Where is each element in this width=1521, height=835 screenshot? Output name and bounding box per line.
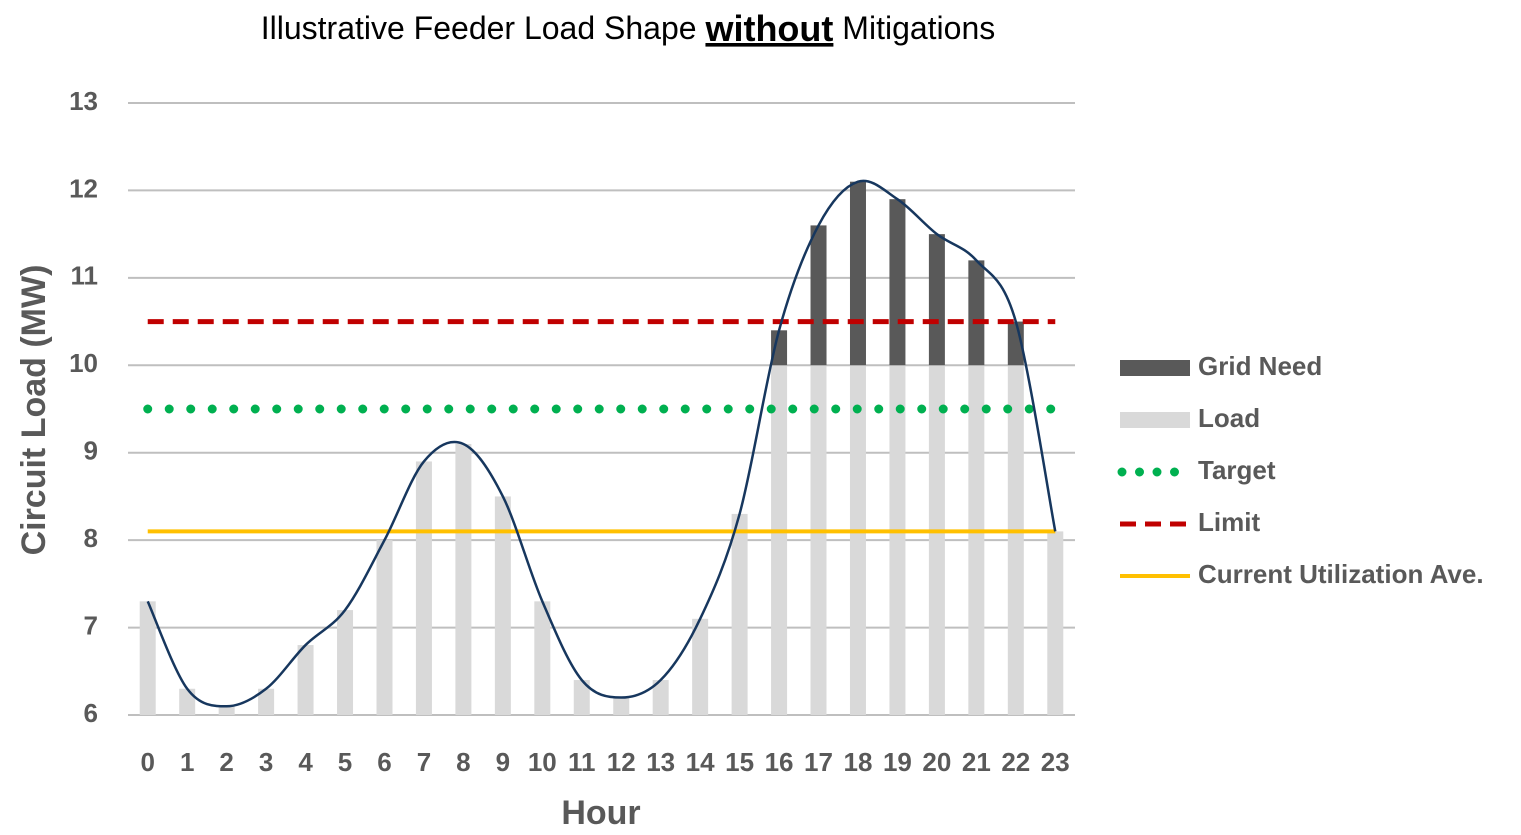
legend-label: Grid Need: [1198, 351, 1322, 381]
x-tick-label: 0: [140, 747, 154, 777]
legend-swatch: [1120, 412, 1190, 428]
y-tick-label: 11: [71, 261, 99, 291]
x-axis-label: Hour: [561, 794, 640, 832]
bar: [731, 513, 748, 715]
legend-swatch: [1120, 360, 1190, 376]
title-part: Illustrative Feeder Load Shape: [261, 10, 697, 46]
title-emphasis: without: [704, 8, 833, 49]
load-curve: [146, 179, 1057, 708]
bar: [652, 680, 669, 715]
bar: [534, 601, 551, 715]
x-tick-label: 5: [338, 747, 352, 777]
bar: [771, 365, 788, 715]
bar: [258, 688, 275, 715]
bar: [218, 706, 235, 715]
y-tick-label: 6: [84, 698, 98, 728]
title-part: Mitigations: [842, 10, 995, 46]
bar: [849, 365, 866, 715]
bar: [494, 496, 511, 715]
x-tick-label: 19: [883, 747, 912, 777]
x-tick-label: 15: [725, 747, 754, 777]
bar: [889, 199, 906, 366]
x-tick-label: 8: [456, 747, 470, 777]
y-tick-label: 13: [69, 86, 98, 116]
x-tick-label: 22: [1001, 747, 1030, 777]
x-tick-label: 11: [568, 747, 596, 777]
x-tick-label: 17: [804, 747, 833, 777]
x-tick-label: 6: [377, 747, 391, 777]
y-tick-label: 9: [84, 436, 98, 466]
y-tick-label: 7: [84, 610, 98, 640]
x-tick-label: 1: [180, 747, 194, 777]
bar: [968, 260, 985, 366]
y-axis-label: Circuit Load (MW): [15, 265, 53, 556]
x-tick-label: 23: [1041, 747, 1070, 777]
x-tick-label: 20: [922, 747, 951, 777]
x-tick-label: 16: [765, 747, 794, 777]
bar: [968, 365, 985, 715]
bar: [573, 680, 590, 715]
x-tick-label: 4: [298, 747, 313, 777]
bar: [1047, 531, 1064, 715]
x-tick-label: 12: [607, 747, 636, 777]
bar: [139, 601, 156, 715]
y-tick-label: 10: [69, 348, 98, 378]
bar: [810, 225, 827, 366]
bar: [771, 330, 788, 366]
chart-title: Illustrative Feeder Load Shape without M…: [261, 8, 996, 49]
x-tick-label: 14: [686, 747, 715, 777]
bar: [455, 443, 472, 715]
bar: [849, 181, 866, 366]
y-tick-label: 12: [69, 173, 98, 203]
legend-label: Current Utilization Ave.: [1198, 559, 1484, 589]
x-tick-label: 18: [844, 747, 873, 777]
x-tick-label: 7: [417, 747, 431, 777]
bar: [692, 618, 709, 715]
bar: [810, 365, 827, 715]
legend-label: Load: [1198, 403, 1260, 433]
legend-label: Target: [1198, 455, 1276, 485]
y-tick-label: 8: [84, 523, 98, 553]
legend-label: Limit: [1198, 507, 1260, 537]
bar: [928, 365, 945, 715]
x-tick-label: 3: [259, 747, 273, 777]
bar: [415, 461, 432, 715]
bar: [179, 688, 196, 715]
bar: [376, 540, 393, 715]
x-tick-label: 10: [528, 747, 557, 777]
bar: [337, 610, 354, 715]
x-tick-label: 2: [219, 747, 233, 777]
bar: [889, 365, 906, 715]
bar: [613, 697, 630, 715]
x-tick-label: 13: [646, 747, 675, 777]
bar: [297, 645, 314, 715]
bar: [928, 234, 945, 366]
bar: [1007, 365, 1024, 715]
x-tick-label: 9: [496, 747, 510, 777]
x-tick-label: 21: [962, 747, 991, 777]
